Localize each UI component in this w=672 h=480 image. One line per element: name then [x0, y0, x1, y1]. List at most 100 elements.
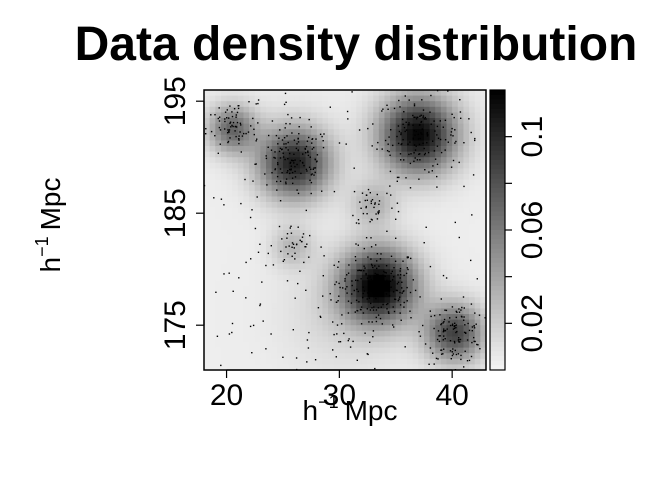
- density-cell: [226, 162, 233, 169]
- density-cell: [299, 129, 307, 136]
- density-cell: [378, 286, 386, 293]
- data-point: [476, 278, 478, 280]
- density-cell: [288, 95, 295, 102]
- density-cell: [294, 246, 301, 253]
- density-cell: [367, 342, 374, 349]
- density-cell: [345, 308, 352, 315]
- density-cell: [254, 179, 261, 186]
- density-cell: [316, 185, 324, 192]
- density-cell: [446, 302, 453, 309]
- density-cell: [260, 258, 267, 265]
- density-cell: [378, 358, 386, 365]
- density-cell: [412, 207, 419, 214]
- density-cell: [469, 358, 476, 365]
- data-point: [284, 127, 286, 129]
- density-cell: [412, 140, 419, 147]
- density-cell: [373, 207, 380, 214]
- density-cell: [204, 263, 211, 270]
- density-cell: [328, 224, 335, 231]
- density-cell: [390, 151, 397, 158]
- density-cell: [220, 179, 228, 186]
- density-cell: [418, 230, 425, 237]
- data-point: [283, 259, 286, 261]
- density-cell: [249, 140, 256, 147]
- data-point: [439, 138, 442, 141]
- density-cell: [378, 297, 386, 304]
- data-point: [357, 290, 359, 293]
- data-point: [301, 236, 304, 238]
- density-cell: [305, 269, 312, 276]
- density-cell: [373, 129, 380, 136]
- density-cell: [412, 213, 419, 220]
- density-cell: [480, 162, 487, 169]
- density-cell: [367, 90, 374, 97]
- density-cell: [401, 162, 408, 169]
- density-cell: [220, 280, 228, 287]
- density-cell: [220, 118, 228, 125]
- density-cell: [401, 146, 408, 153]
- density-cell: [249, 330, 256, 337]
- data-point: [451, 354, 454, 357]
- density-cell: [429, 241, 436, 248]
- density-cell: [452, 157, 459, 164]
- density-cell: [322, 118, 329, 125]
- data-point: [345, 143, 347, 145]
- density-cell: [446, 218, 453, 225]
- density-cell: [243, 319, 250, 326]
- data-point: [307, 151, 309, 154]
- density-cell: [339, 174, 346, 181]
- density-cell: [339, 146, 346, 153]
- density-cell: [378, 218, 386, 225]
- data-point: [339, 286, 341, 289]
- data-point: [249, 325, 252, 328]
- density-cell: [373, 90, 380, 97]
- data-point: [367, 188, 370, 191]
- data-point: [371, 219, 373, 221]
- density-cell: [311, 140, 318, 147]
- density-cell: [457, 95, 465, 102]
- density-cell: [254, 364, 261, 371]
- density-cell: [254, 146, 261, 153]
- density-cell: [209, 207, 216, 214]
- density-cell: [452, 213, 459, 220]
- data-point: [352, 214, 354, 217]
- density-cell: [333, 202, 340, 209]
- density-cell: [232, 162, 239, 169]
- data-point: [439, 335, 441, 337]
- data-point: [419, 115, 421, 117]
- density-cell: [480, 174, 487, 181]
- density-cell: [226, 101, 233, 108]
- data-point: [372, 336, 374, 338]
- density-cell: [305, 230, 312, 237]
- density-cell: [418, 190, 425, 197]
- density-cell: [333, 140, 340, 147]
- data-point: [351, 293, 353, 295]
- density-cell: [378, 269, 386, 276]
- density-cell: [333, 297, 340, 304]
- data-point: [392, 324, 394, 326]
- density-cell: [243, 202, 250, 209]
- data-point: [443, 328, 445, 330]
- density-cell: [220, 358, 228, 365]
- density-cell: [204, 185, 211, 192]
- density-cell: [277, 218, 284, 225]
- density-cell: [305, 129, 312, 136]
- data-point: [374, 202, 376, 204]
- density-cell: [232, 364, 239, 371]
- density-cell: [350, 134, 357, 141]
- density-cell: [463, 235, 470, 242]
- density-cell: [407, 235, 414, 242]
- data-point: [398, 99, 400, 102]
- data-point: [407, 268, 409, 271]
- data-point: [397, 210, 400, 213]
- density-cell: [305, 364, 312, 371]
- density-cell: [429, 174, 436, 181]
- density-cell: [339, 325, 346, 332]
- density-cell: [384, 246, 391, 253]
- density-cell: [220, 146, 228, 153]
- density-cell: [407, 302, 414, 309]
- density-cell: [390, 196, 397, 203]
- density-cell: [435, 246, 442, 253]
- density-cell: [469, 274, 476, 281]
- data-point: [412, 124, 414, 126]
